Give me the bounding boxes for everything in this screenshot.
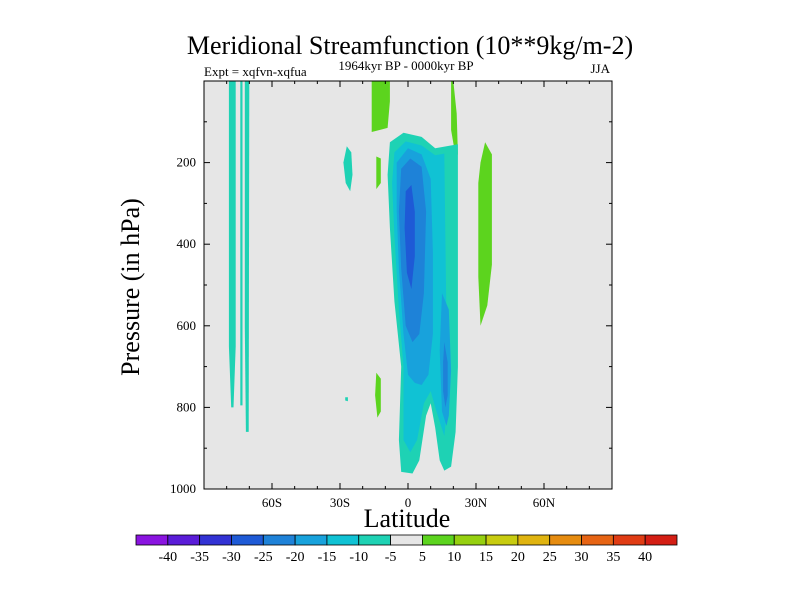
x-tick-label: 60N (533, 495, 556, 510)
chart-subtitle: 1964kyr BP - 0000kyr BP (338, 58, 473, 73)
contour-region-0 (228, 81, 236, 408)
contour-region-15 (443, 342, 448, 408)
x-tick-label: 30S (330, 495, 350, 510)
y-tick-label: 400 (177, 236, 197, 251)
contour-region-5 (371, 81, 390, 132)
colorbar-label: 5 (419, 550, 426, 565)
y-tick-label: 1000 (170, 481, 196, 496)
x-tick-label: 30N (465, 495, 488, 510)
x-axis-ticks: 60S 30S 0 30N 60N (226, 81, 590, 510)
colorbar-label: -10 (349, 550, 368, 565)
y-tick-label: 600 (177, 318, 197, 333)
contour-region-2 (244, 81, 250, 432)
x-tick-label: 0 (405, 495, 412, 510)
y-tick-label: 800 (177, 399, 197, 414)
colorbar-label: -35 (190, 550, 209, 565)
colorbar-swatch (167, 534, 201, 546)
colorbar-label: 20 (511, 550, 525, 565)
contour-region-6 (451, 81, 458, 157)
colorbar-swatch (612, 534, 646, 546)
contour-region-16 (404, 185, 415, 290)
colorbar-label: -15 (318, 550, 337, 565)
colorbar-label: 25 (543, 550, 557, 565)
contour-region-4 (345, 397, 348, 402)
colorbar-swatch (390, 534, 423, 546)
colorbar-swatch (453, 534, 487, 546)
colorbar-swatch (294, 534, 328, 546)
colorbar-swatch (262, 534, 296, 546)
contour-region-7 (376, 156, 381, 190)
colorbar-swatch (422, 534, 455, 546)
colorbar-swatch (135, 534, 169, 546)
colorbar-label: 15 (479, 550, 493, 565)
colorbar-label: -40 (158, 550, 177, 565)
colorbar-swatch (231, 534, 264, 546)
colorbar-swatch (199, 534, 232, 546)
chart-title: Meridional Streamfunction (10**9kg/m-2) (187, 31, 633, 60)
colorbar-swatch (549, 534, 582, 546)
colorbar-swatch (644, 534, 678, 546)
colorbar-label: -5 (385, 550, 397, 565)
colorbar-swatch (485, 534, 519, 546)
colorbar-label: 35 (606, 550, 620, 565)
x-tick-label: 60S (262, 495, 282, 510)
experiment-label: Expt = xqfvn-xqfua (204, 64, 307, 79)
colorbar-label: -30 (222, 550, 241, 565)
contour-regions (228, 81, 492, 474)
colorbar-swatch (326, 534, 360, 546)
colorbar-label: -20 (286, 550, 305, 565)
colorbar: -40 -35 -30 -25 -20 -15 -10 -5 5 10 15 20 25 30 35 40 (135, 534, 678, 565)
colorbar-swatch (517, 534, 551, 546)
contour-region-9 (478, 142, 492, 326)
x-axis-label: Latitude (364, 504, 451, 533)
y-axis-ticks: 200 400 600 800 1000 (170, 121, 612, 496)
colorbar-swatch (581, 534, 614, 546)
y-axis-label: Pressure (in hPa) (116, 198, 145, 376)
colorbar-label: -25 (254, 550, 273, 565)
contour-region-8 (375, 372, 381, 418)
colorbar-label: 40 (638, 550, 652, 565)
colorbar-label: 30 (575, 550, 589, 565)
colorbar-label: 10 (447, 550, 461, 565)
contour-region-3 (343, 146, 353, 192)
y-tick-label: 200 (177, 155, 197, 170)
contour-region-1 (240, 81, 243, 406)
season-label: JJA (590, 61, 610, 76)
colorbar-swatch (358, 534, 391, 546)
